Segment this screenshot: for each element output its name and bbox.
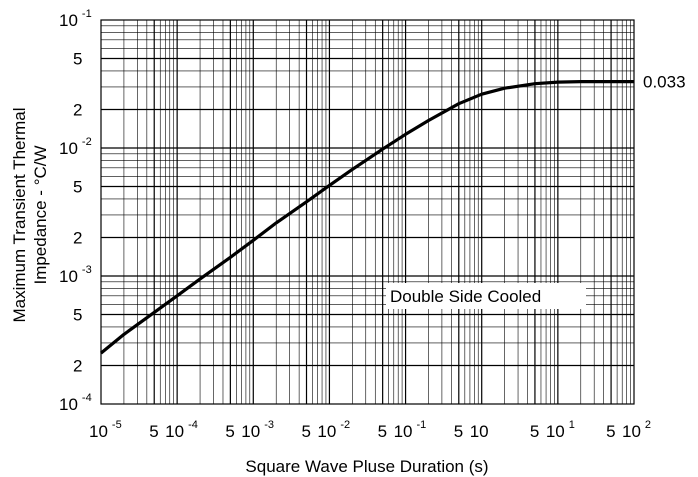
x-axis-title: Square Wave Pluse Duration (s) <box>245 457 488 476</box>
y-axis-title-line1: Maximum Transient Thermal <box>10 107 29 322</box>
curve-label: Double Side Cooled <box>390 287 541 306</box>
x-tick-label: 10 -2 <box>317 419 350 441</box>
x-tick-label: 10 -4 <box>165 419 198 441</box>
y-tick-label: 2 <box>73 100 82 119</box>
y-tick-label: 2 <box>73 228 82 247</box>
x-tick-label: 5 <box>530 422 539 441</box>
x-tick-label: 10 2 <box>622 419 651 441</box>
x-tick-label: 10 -5 <box>89 419 122 441</box>
y-tick-label: 5 <box>73 50 82 69</box>
chart-grid <box>101 20 634 404</box>
impedance-curve <box>99 80 634 355</box>
x-tick-label: 10 -3 <box>241 419 274 441</box>
x-tick-label: 5 <box>454 422 463 441</box>
y-tick-label: 10 -4 <box>59 392 92 414</box>
y-tick-label: 10 -2 <box>59 136 92 158</box>
curve-label-background <box>386 283 586 309</box>
x-tick-label: 10 <box>470 422 489 441</box>
y-tick-label: 10 -3 <box>59 264 92 286</box>
plot-frame <box>100 19 635 405</box>
x-tick-label: 5 <box>149 422 158 441</box>
end-value-label: 0.033 <box>643 73 686 92</box>
x-tick-label: 5 <box>378 422 387 441</box>
x-tick-labels: 10 -5 5 10 -4 5 10 -3 5 10 -2 5 10 -1 5 10 5 10 1 5 10 2 <box>89 419 651 441</box>
y-axis-title-line2: Impedance - °C/W <box>31 145 50 284</box>
y-tick-label: 2 <box>73 356 82 375</box>
x-tick-label: 5 <box>302 422 311 441</box>
y-tick-labels: 10 -1 5 2 10 -2 5 2 10 -3 5 2 10 -4 <box>59 8 92 414</box>
x-tick-label: 10 -1 <box>394 419 427 441</box>
y-tick-label: 5 <box>73 178 82 197</box>
y-tick-label: 10 -1 <box>59 8 92 30</box>
y-tick-label: 5 <box>73 306 82 325</box>
x-tick-label: 5 <box>225 422 234 441</box>
x-tick-label: 5 <box>606 422 615 441</box>
x-tick-label: 10 1 <box>546 419 575 441</box>
